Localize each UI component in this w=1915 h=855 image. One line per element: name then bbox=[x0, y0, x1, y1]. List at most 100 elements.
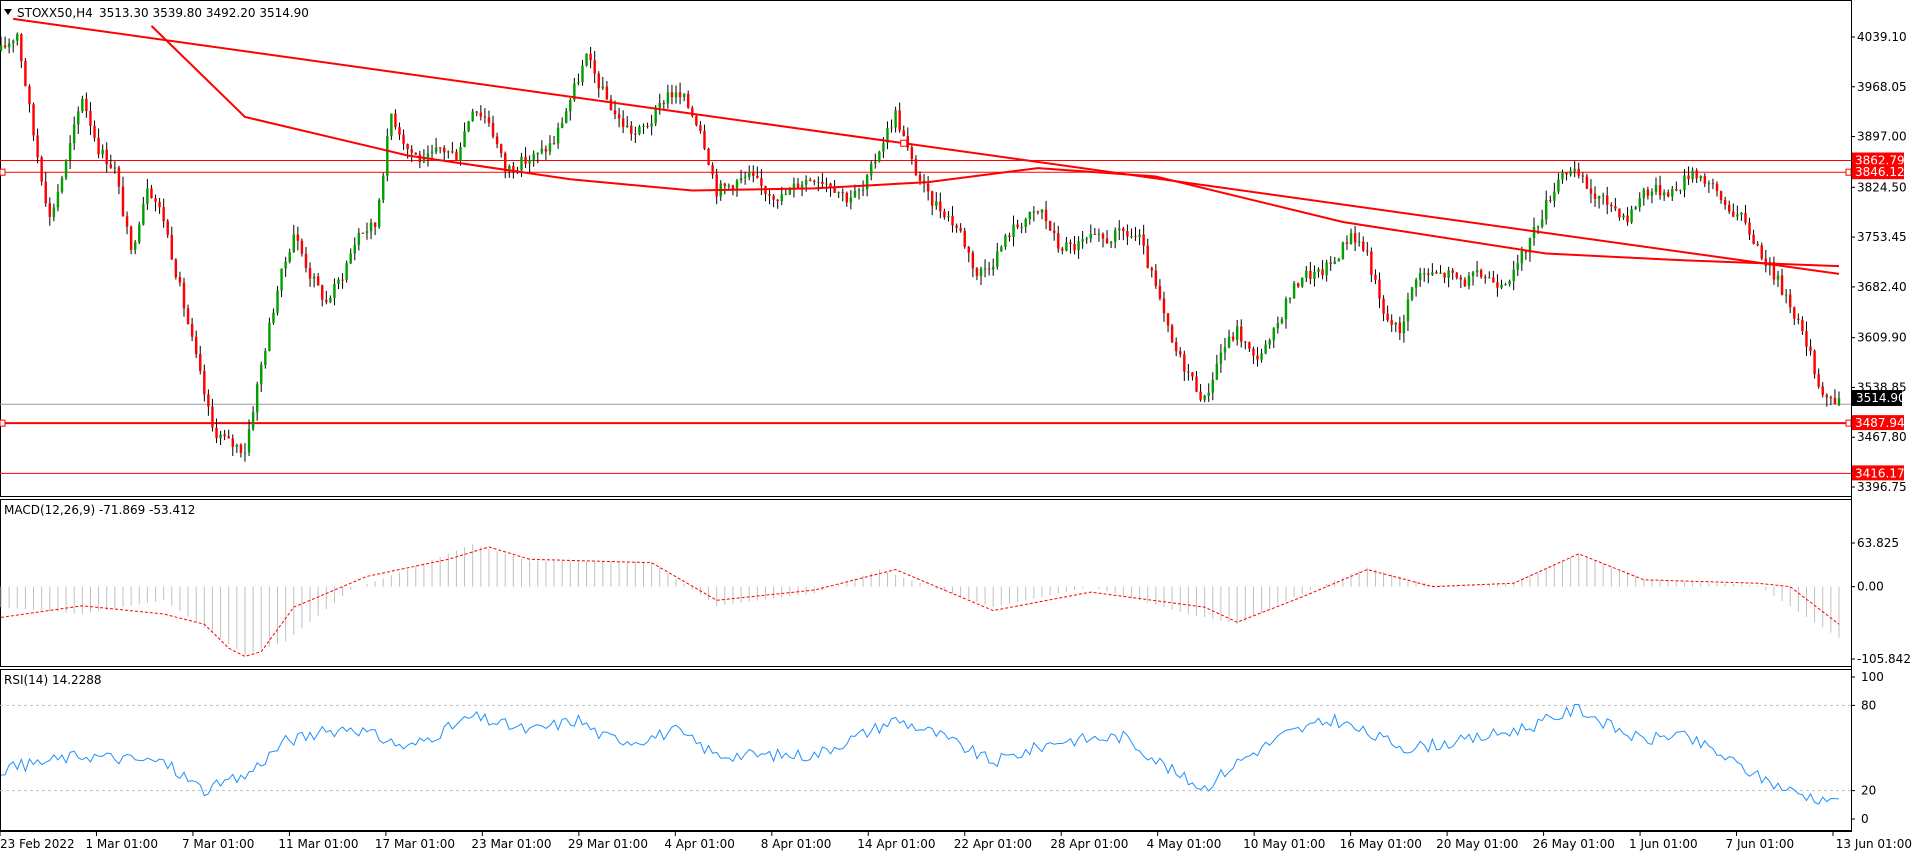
candle-body bbox=[585, 53, 588, 66]
candle-body bbox=[1142, 234, 1145, 246]
candle-body bbox=[451, 151, 454, 153]
candle-body bbox=[804, 179, 808, 185]
candle-body bbox=[499, 144, 503, 154]
candle-body bbox=[1809, 346, 1812, 351]
level-label-bg bbox=[1852, 152, 1904, 168]
candle-body bbox=[1727, 204, 1731, 212]
level-anchor-handle[interactable] bbox=[0, 168, 6, 176]
overlay-lines[interactable] bbox=[13, 17, 1840, 275]
candle-body bbox=[589, 53, 592, 61]
level-anchor-handle[interactable] bbox=[1845, 168, 1852, 176]
candle-body bbox=[284, 261, 287, 269]
candle-body bbox=[93, 125, 96, 138]
candle-body bbox=[483, 116, 487, 118]
candle-body bbox=[443, 147, 446, 153]
candle-body bbox=[829, 183, 832, 188]
candle-body bbox=[963, 230, 966, 247]
candle-body bbox=[605, 86, 609, 100]
candle-body bbox=[1244, 341, 1247, 343]
candle-body bbox=[1585, 176, 1589, 189]
candle-body bbox=[373, 222, 377, 227]
candle-body bbox=[1028, 211, 1032, 219]
candle-body bbox=[1105, 238, 1109, 244]
candle-body bbox=[345, 263, 348, 280]
candle-body bbox=[532, 154, 535, 161]
candle-body bbox=[540, 148, 544, 153]
candle-body bbox=[1504, 284, 1507, 286]
candle-body bbox=[280, 268, 283, 291]
candle-body bbox=[865, 175, 869, 190]
collapse-triangle-icon[interactable] bbox=[4, 9, 12, 15]
candle-body bbox=[723, 183, 727, 186]
candle-body bbox=[426, 153, 430, 158]
time-tick-label: 16 May 01:00 bbox=[1340, 837, 1422, 851]
candle-body bbox=[662, 102, 666, 104]
candle-body bbox=[788, 188, 792, 195]
candle-body bbox=[1447, 270, 1450, 278]
candle-body bbox=[203, 370, 206, 395]
candle-body bbox=[565, 111, 568, 124]
level-anchor-handle[interactable] bbox=[0, 419, 6, 427]
candle-body bbox=[475, 111, 478, 113]
candle-body bbox=[1581, 175, 1585, 177]
candle-body bbox=[556, 127, 560, 144]
level-label-bg bbox=[1852, 164, 1904, 180]
candle-body bbox=[300, 240, 304, 254]
candle-body bbox=[1215, 363, 1219, 380]
candle-body bbox=[967, 246, 971, 253]
candle-body bbox=[1488, 277, 1491, 279]
moving-average-line[interactable] bbox=[150, 25, 1840, 268]
trendline[interactable] bbox=[13, 17, 1840, 275]
candle-body bbox=[743, 176, 747, 178]
candle-body bbox=[1443, 272, 1446, 278]
level-anchor-handle[interactable] bbox=[1845, 419, 1852, 427]
candle-body bbox=[365, 231, 369, 233]
candle-body bbox=[971, 252, 975, 269]
candle-body bbox=[1593, 193, 1597, 199]
candle-body bbox=[768, 194, 771, 196]
candle-body bbox=[20, 34, 23, 62]
candle-body bbox=[1650, 191, 1654, 196]
candle-body bbox=[1073, 243, 1076, 251]
candle-body bbox=[56, 191, 60, 208]
candle-body bbox=[1833, 397, 1837, 405]
candle-body bbox=[504, 153, 507, 172]
candle-body bbox=[1000, 246, 1003, 252]
candle-body bbox=[1711, 183, 1715, 185]
candle-body bbox=[756, 175, 759, 179]
candle-body bbox=[1097, 233, 1101, 235]
candle-body bbox=[886, 128, 889, 143]
candle-body bbox=[1439, 272, 1442, 274]
candle-body bbox=[394, 113, 397, 128]
candle-body bbox=[178, 277, 182, 283]
candle-body bbox=[1569, 170, 1572, 175]
trendline-handle[interactable] bbox=[900, 139, 908, 147]
candle-body bbox=[975, 268, 979, 276]
candle-body bbox=[1780, 275, 1784, 295]
time-tick-label: 29 Mar 01:00 bbox=[568, 837, 648, 851]
candle-body bbox=[1036, 211, 1040, 213]
candle-body bbox=[902, 130, 905, 137]
candle-body bbox=[1646, 189, 1650, 196]
candle-body bbox=[1313, 271, 1316, 279]
candle-body bbox=[304, 253, 308, 269]
candle-body bbox=[1683, 175, 1686, 191]
candle-body bbox=[711, 165, 714, 175]
candle-body bbox=[544, 148, 548, 152]
candle-body bbox=[447, 151, 450, 153]
candle-body bbox=[1333, 261, 1336, 264]
candle-body bbox=[1057, 233, 1060, 249]
candle-body bbox=[1276, 323, 1280, 329]
candle-body bbox=[959, 227, 962, 231]
time-tick-label: 7 Jun 01:00 bbox=[1726, 837, 1795, 851]
candle-body bbox=[943, 211, 946, 218]
time-tick-label: 20 May 01:00 bbox=[1436, 837, 1518, 851]
candle-body bbox=[573, 83, 576, 100]
candle-body bbox=[1784, 294, 1788, 296]
candle-body bbox=[121, 186, 125, 217]
candle-body bbox=[97, 137, 100, 155]
candle-body bbox=[382, 175, 385, 201]
candle-body bbox=[1341, 242, 1345, 260]
